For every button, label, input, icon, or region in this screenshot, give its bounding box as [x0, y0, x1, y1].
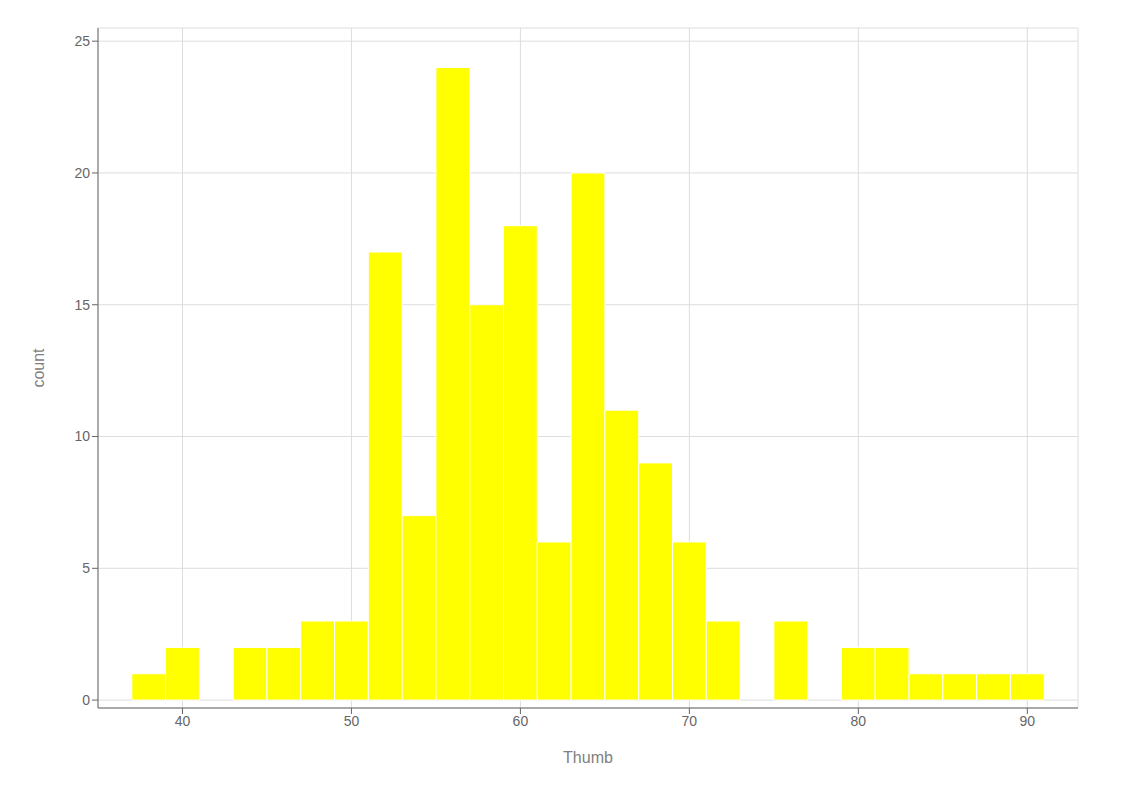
svg-text:20: 20 [74, 165, 90, 181]
svg-text:10: 10 [74, 428, 90, 444]
svg-text:5: 5 [82, 560, 90, 576]
svg-text:70: 70 [682, 713, 698, 729]
svg-text:50: 50 [344, 713, 360, 729]
svg-text:Thumb: Thumb [563, 749, 613, 766]
svg-text:0: 0 [82, 692, 90, 708]
svg-text:count: count [30, 348, 47, 388]
svg-text:90: 90 [1020, 713, 1036, 729]
svg-text:15: 15 [74, 297, 90, 313]
svg-text:25: 25 [74, 33, 90, 49]
svg-text:40: 40 [175, 713, 191, 729]
svg-text:80: 80 [851, 713, 867, 729]
svg-text:60: 60 [513, 713, 529, 729]
